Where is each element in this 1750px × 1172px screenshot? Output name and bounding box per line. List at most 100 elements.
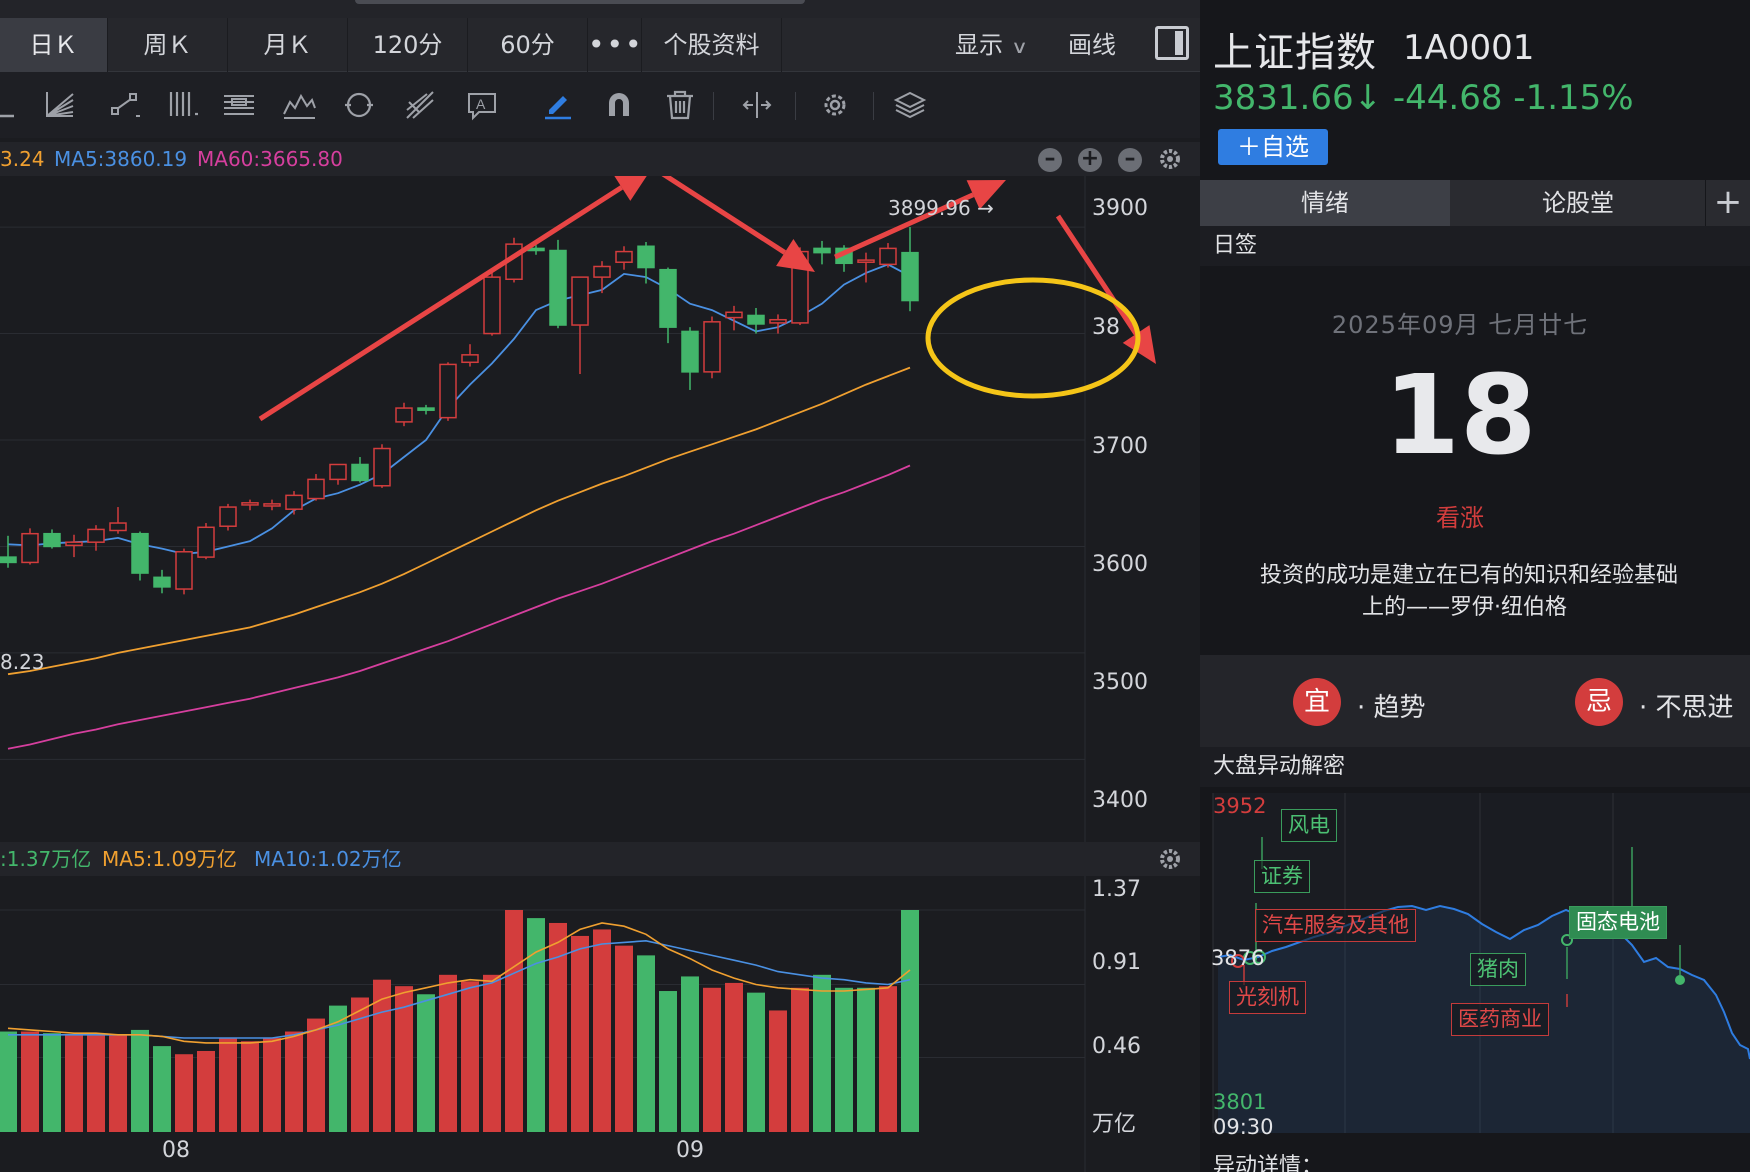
candle-down	[417, 407, 435, 411]
zoom-reset-icon[interactable]: –	[1038, 148, 1062, 172]
zoom-in-icon[interactable]: +	[1078, 148, 1102, 172]
sign-quote-line: 投资的成功是建立在已有的知识和经验基础	[1260, 563, 1679, 588]
volume-tick: 0.46	[1092, 1034, 1141, 1059]
magnet-icon[interactable]	[602, 88, 636, 122]
volume-bar-down	[901, 910, 919, 1132]
ma5-legend: MA5:3860.19	[54, 147, 188, 171]
volume-bar-up	[879, 986, 897, 1132]
display-label: 显示	[955, 31, 1003, 59]
arrow-head	[776, 239, 815, 272]
event-dot[interactable]	[1675, 975, 1685, 985]
stock-name: 上证指数	[1213, 30, 1377, 76]
tab-stock-profile[interactable]: 个股资料	[642, 18, 782, 72]
volume-bar-up	[725, 982, 743, 1132]
window-handle[interactable]	[355, 0, 805, 4]
candle-up	[461, 354, 479, 364]
volume-bar-up	[65, 1034, 83, 1132]
ma10-legend: 3.24	[0, 147, 45, 171]
ruler-icon[interactable]	[0, 88, 20, 122]
pencil-icon[interactable]	[541, 88, 575, 122]
tag-securities[interactable]: 证券	[1254, 860, 1310, 893]
volume-bar-down	[0, 1031, 17, 1132]
tab-60min[interactable]: 60分	[468, 18, 588, 72]
zoom-out-icon[interactable]: –	[1118, 148, 1142, 172]
volume-bar-up	[703, 987, 721, 1132]
volume-chart[interactable]	[0, 876, 1200, 1172]
layers-icon[interactable]	[893, 88, 927, 122]
bad-text: · 不思进	[1639, 693, 1734, 723]
tag-lithography[interactable]: 光刻机	[1229, 981, 1306, 1014]
sign-quote-line: 上的——罗伊·纽伯格	[1362, 595, 1567, 620]
cycle-icon[interactable]	[342, 88, 376, 122]
display-dropdown[interactable]: 显示 ∨	[955, 18, 1028, 72]
ma-legend: 3.24 MA5:3860.19 MA60:3665.80 – + –	[0, 142, 1200, 176]
vol-ma5-legend: MA5:1.09万亿	[102, 847, 237, 871]
volume-bar-up	[285, 1031, 303, 1132]
window-top-strip	[0, 0, 1200, 18]
tag-wind-power[interactable]: 风电	[1281, 809, 1337, 842]
trash-icon[interactable]	[663, 88, 697, 122]
candle-up	[615, 250, 633, 263]
candle-up	[329, 463, 347, 481]
segment-icon[interactable]	[108, 88, 142, 122]
sign-quote: 投资的成功是建立在已有的知识和经验基础 上的——罗伊·纽伯格	[1260, 560, 1750, 624]
trend-arrow-up-2	[833, 180, 1006, 260]
intraday-low: 3801	[1213, 1090, 1267, 1114]
add-tab-button[interactable]: +	[1705, 180, 1750, 226]
tag-pharma-commerce[interactable]: 医药商业	[1451, 1003, 1549, 1036]
tag-pork[interactable]: 猪肉	[1470, 953, 1526, 986]
volume-bar-up	[395, 986, 413, 1132]
volume-bar-down	[527, 918, 545, 1132]
chart-settings-icon[interactable]	[1157, 146, 1183, 172]
vertical-lines-icon[interactable]	[165, 88, 199, 122]
add-watchlist-button[interactable]: ＋自选	[1218, 129, 1328, 165]
tag-auto-service[interactable]: 汽车服务及其他	[1255, 909, 1416, 942]
price-tick: 3600	[1092, 552, 1148, 577]
event-dot[interactable]	[1561, 934, 1573, 946]
volume-settings-icon[interactable]	[1157, 846, 1183, 872]
candle-down	[659, 268, 677, 328]
price-tick: 3900	[1092, 196, 1148, 221]
ma10-line	[7, 366, 911, 676]
channel-icon[interactable]	[222, 88, 256, 122]
tab-month-k[interactable]: 月Ｋ	[228, 18, 348, 72]
candle-up	[219, 506, 237, 527]
tab-sentiment[interactable]: 情绪	[1200, 180, 1450, 226]
volume-bar-up	[241, 1041, 259, 1132]
wave-icon[interactable]	[282, 88, 316, 122]
more-periods-button[interactable]: •••	[588, 18, 642, 72]
volume-bar-up	[109, 1034, 127, 1132]
volume-bar-up	[351, 997, 369, 1132]
gann-icon[interactable]	[403, 88, 437, 122]
volume-bar-up	[263, 1038, 281, 1132]
volume-bar-down	[857, 987, 875, 1132]
tab-day-k[interactable]: 日Ｋ	[0, 18, 108, 72]
candlestick-chart[interactable]	[0, 176, 1200, 842]
candle-down	[637, 245, 655, 269]
ma60-line	[7, 464, 911, 750]
candle-down	[747, 314, 765, 325]
event-dot[interactable]	[1252, 950, 1266, 964]
side-panel-toggle-icon[interactable]	[1155, 26, 1189, 60]
candle-down	[153, 576, 171, 588]
volume-bar-up	[615, 945, 633, 1132]
split-icon[interactable]	[740, 88, 774, 122]
tab-week-k[interactable]: 周Ｋ	[108, 18, 228, 72]
draw-lines-button[interactable]: 画线	[1068, 31, 1116, 59]
bad-badge: 忌	[1575, 678, 1623, 726]
text-note-icon[interactable]: A	[465, 88, 499, 122]
candle-up	[373, 447, 391, 487]
tab-discussion[interactable]: 论股堂	[1542, 189, 1614, 217]
volume-bar-down	[835, 987, 853, 1132]
candle-down	[549, 249, 567, 326]
tag-solid-state-battery[interactable]: 固态电池	[1569, 906, 1667, 939]
volume-bar-down	[681, 976, 699, 1132]
tab-120min[interactable]: 120分	[348, 18, 468, 72]
candle-up	[65, 541, 83, 547]
fan-lines-icon[interactable]	[43, 88, 77, 122]
price-tick: 3500	[1092, 670, 1148, 695]
volume-bar-up	[461, 981, 479, 1132]
event-dot[interactable]	[1231, 954, 1245, 968]
settings-icon[interactable]	[818, 88, 852, 122]
trend-arrow-down	[661, 176, 815, 272]
